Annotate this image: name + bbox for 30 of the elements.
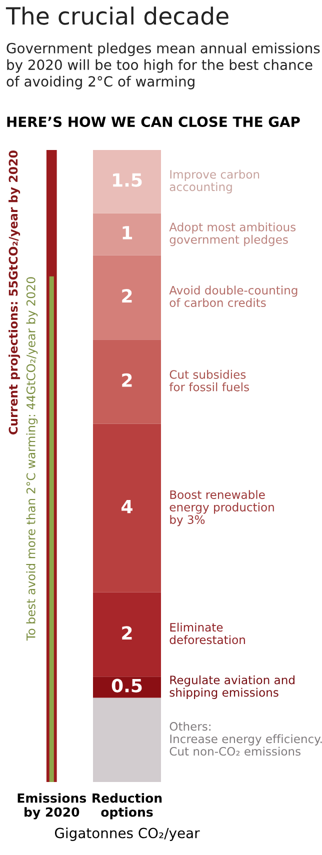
series-label: Improve carbon accounting <box>170 170 260 194</box>
series-label: Cut subsidies for fossil fuels <box>169 370 249 392</box>
bar <box>93 340 161 424</box>
series-label: Adopt most ambitious government pledges <box>169 222 296 246</box>
series-label: Eliminate deforestation <box>170 622 245 644</box>
x-tick-label: Emissions by 2020 <box>18 793 86 820</box>
data-label: 1 <box>122 226 132 240</box>
data-label: 2 <box>122 626 132 640</box>
series-label: Others: Increase energy efficiency. Cut non-CO₂ emissions <box>170 722 322 756</box>
text: Current projections: 55GtCO₂/year by 2020 <box>8 150 20 434</box>
bar <box>93 592 161 677</box>
series-label: Regulate aviation and shipping emissions <box>170 675 294 700</box>
bar <box>93 213 161 256</box>
series-label: Avoid double-counting of carbon credits <box>169 286 298 308</box>
bar <box>93 698 161 782</box>
data-label: 0.5 <box>112 678 142 692</box>
text: To best avoid more than 2°C warming: 44GtCO₂/year by 2020 <box>26 277 38 641</box>
data-label: 2 <box>122 373 132 387</box>
bar <box>93 255 161 340</box>
x-tick-label: Reduction options <box>92 793 162 820</box>
series-label: Boost renewable energy production by 3% <box>170 490 274 526</box>
data-label: 4 <box>122 500 132 514</box>
text: HERE’S HOW WE CAN CLOSE THE GAP <box>7 116 300 128</box>
chart-title: The crucial decade <box>6 6 228 25</box>
text: Government pledges mean annual emissions by 2020 will be too high for the best chance of avoiding 2°C of warming <box>6 42 320 90</box>
x-axis-title: Gigatonnes CO₂/year <box>55 828 200 841</box>
data-label: 2 <box>122 289 132 302</box>
bar <box>93 150 161 214</box>
data-label: 1.5 <box>113 173 142 187</box>
bar <box>93 424 161 592</box>
